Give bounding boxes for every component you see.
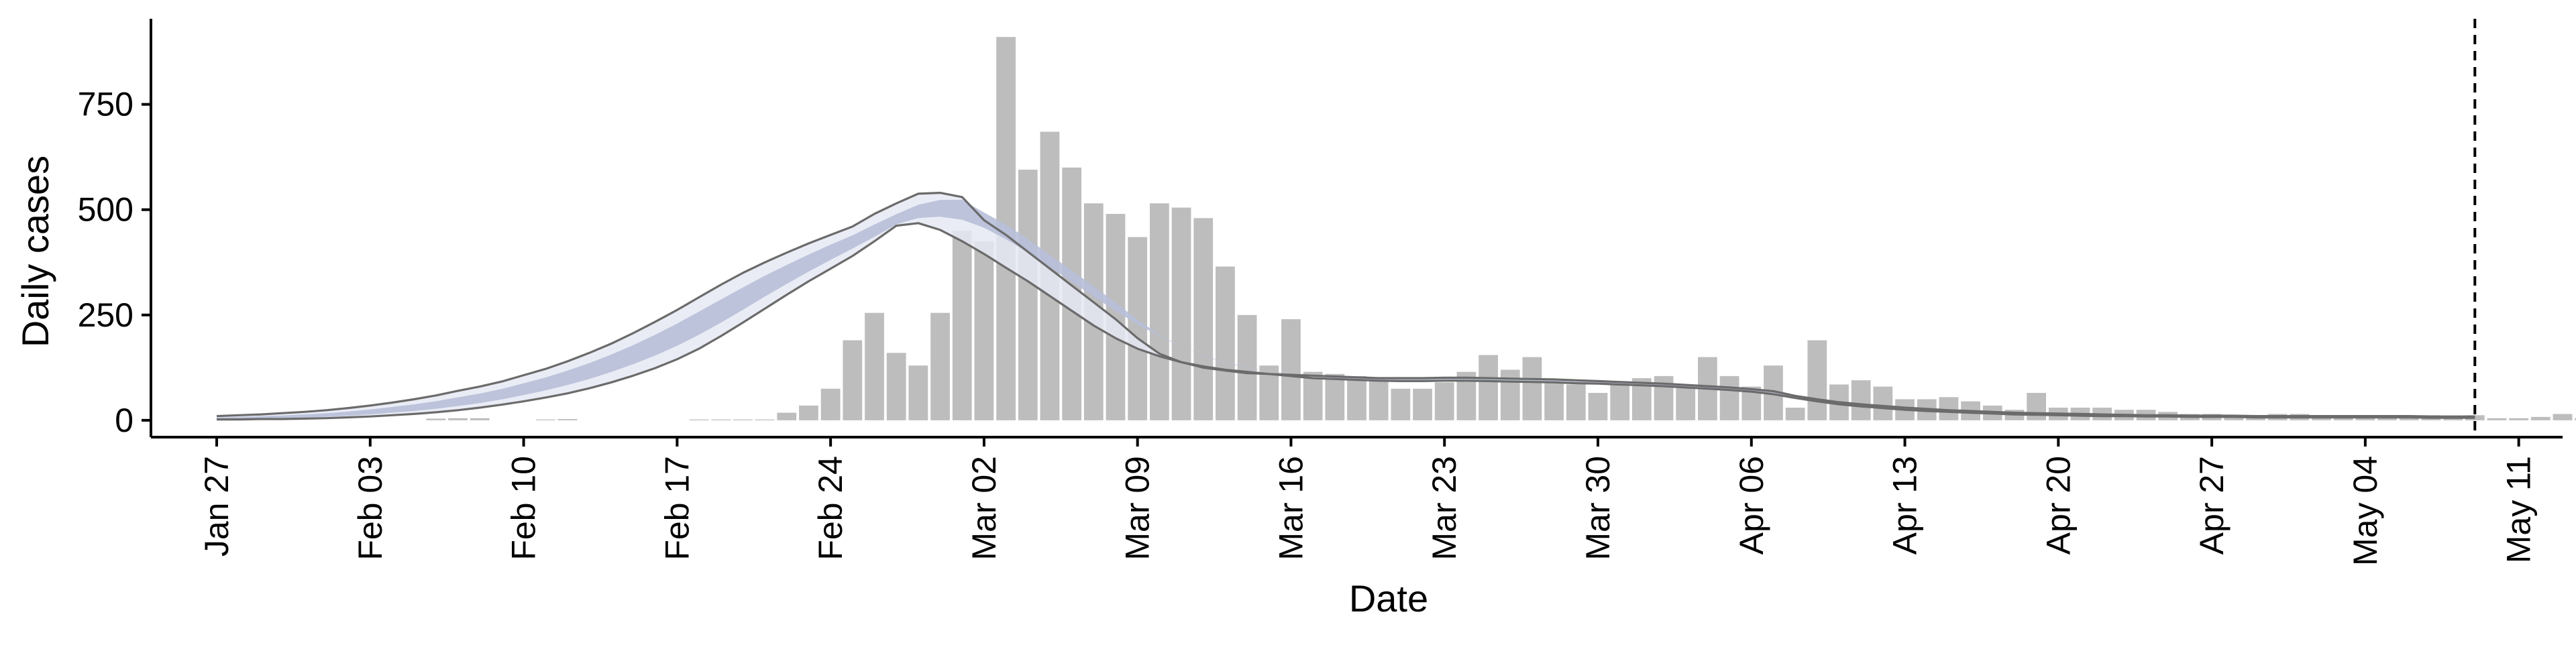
- x-tick-label: Apr 20: [2039, 456, 2077, 554]
- daily-case-bar: [1325, 373, 1345, 420]
- daily-case-bar: [448, 418, 468, 420]
- daily-case-bar: [865, 312, 884, 420]
- x-tick-label: Jan 27: [198, 456, 235, 556]
- x-tick-label: Feb 10: [505, 456, 543, 561]
- y-tick-label: 250: [78, 296, 133, 334]
- daily-case-bar: [1873, 386, 1893, 420]
- daily-case-bar: [1610, 382, 1630, 420]
- daily-case-bar: [1171, 207, 1191, 420]
- daily-case-bar: [1588, 393, 1608, 420]
- daily-case-bar: [1391, 388, 1411, 420]
- daily-case-bar: [1522, 357, 1542, 420]
- daily-case-bar: [1807, 340, 1827, 420]
- x-tick-label: Apr 13: [1886, 456, 1924, 554]
- estimate-outer-band: [217, 192, 2475, 420]
- ticks-layer: 0 250 500 750 Jan 27 Feb 03 Feb 10 Feb 17 Feb 24…: [78, 86, 2538, 566]
- daily-case-bar: [1939, 397, 1959, 420]
- x-tick-label: Apr 27: [2193, 456, 2231, 554]
- x-tick-label: Apr 06: [1733, 456, 1770, 554]
- axes-layer: [150, 19, 2563, 438]
- daily-case-bar: [470, 418, 490, 420]
- x-tick-label: Feb 03: [352, 456, 389, 561]
- daily-case-bar: [1018, 170, 1038, 420]
- daily-case-bar: [1281, 319, 1301, 420]
- daily-case-bar: [843, 340, 863, 420]
- daily-case-bar: [2575, 418, 2576, 420]
- daily-case-bar: [2553, 414, 2573, 420]
- daily-case-bar: [1413, 388, 1432, 420]
- daily-case-bar: [426, 418, 446, 420]
- daily-case-bar: [930, 312, 950, 420]
- daily-case-bar: [777, 412, 797, 420]
- x-tick-label: Feb 24: [812, 456, 849, 561]
- daily-case-bar: [886, 353, 906, 420]
- x-tick-label: May 11: [2500, 456, 2538, 563]
- daily-case-bar: [2530, 416, 2551, 420]
- daily-case-bar: [1500, 369, 1520, 420]
- y-tick-label: 750: [78, 86, 133, 123]
- daily-case-bar: [1544, 382, 1564, 420]
- daily-case-bar: [1434, 382, 1454, 420]
- x-tick-label: Mar 23: [1426, 456, 1463, 561]
- y-tick-label: 0: [115, 402, 133, 439]
- daily-case-bar: [1216, 266, 1235, 420]
- daily-case-bar: [820, 388, 841, 420]
- estimate-inner-band: [217, 200, 2475, 419]
- daily-case-bar: [1719, 375, 1739, 420]
- estimate-upper-line: [216, 192, 2475, 418]
- x-tick-label: Mar 30: [1579, 456, 1617, 561]
- daily-case-bar: [2027, 393, 2047, 420]
- y-axis-title: Daily cases: [14, 156, 56, 347]
- daily-case-bar: [2224, 416, 2244, 420]
- daily-case-bar: [952, 231, 972, 420]
- daily-case-bar: [1479, 355, 1498, 420]
- daily-case-bar: [1193, 218, 1214, 420]
- daily-case-bar: [1851, 380, 1871, 420]
- bars-layer: [426, 37, 2576, 420]
- estimate-band-layer: [216, 192, 2475, 421]
- daily-case-bar: [799, 405, 818, 420]
- x-tick-label: Mar 16: [1273, 456, 1310, 561]
- daily-case-bar: [557, 418, 578, 420]
- daily-case-bar: [1368, 378, 1389, 420]
- daily-case-bar: [1303, 371, 1323, 420]
- daily-case-bar: [974, 241, 994, 420]
- daily-case-bar: [1676, 384, 1696, 420]
- y-tick-label: 500: [78, 191, 133, 229]
- daily-case-bar: [1566, 384, 1586, 420]
- daily-case-bar: [2487, 418, 2507, 420]
- estimate-lower-line: [217, 222, 2475, 421]
- x-tick-label: Mar 09: [1119, 456, 1157, 561]
- daily-case-bar: [2509, 418, 2529, 420]
- daily-case-bar: [908, 365, 928, 420]
- x-tick-label: May 04: [2347, 456, 2384, 566]
- x-axis-title: Date: [1349, 577, 1428, 620]
- x-tick-label: Feb 17: [658, 456, 696, 561]
- daily-case-bar: [1128, 237, 1148, 420]
- daily-case-bar: [1785, 408, 1805, 420]
- daily-case-bar: [1149, 203, 1169, 420]
- x-tick-label: Mar 02: [965, 456, 1003, 561]
- daily-case-bar: [1347, 375, 1366, 420]
